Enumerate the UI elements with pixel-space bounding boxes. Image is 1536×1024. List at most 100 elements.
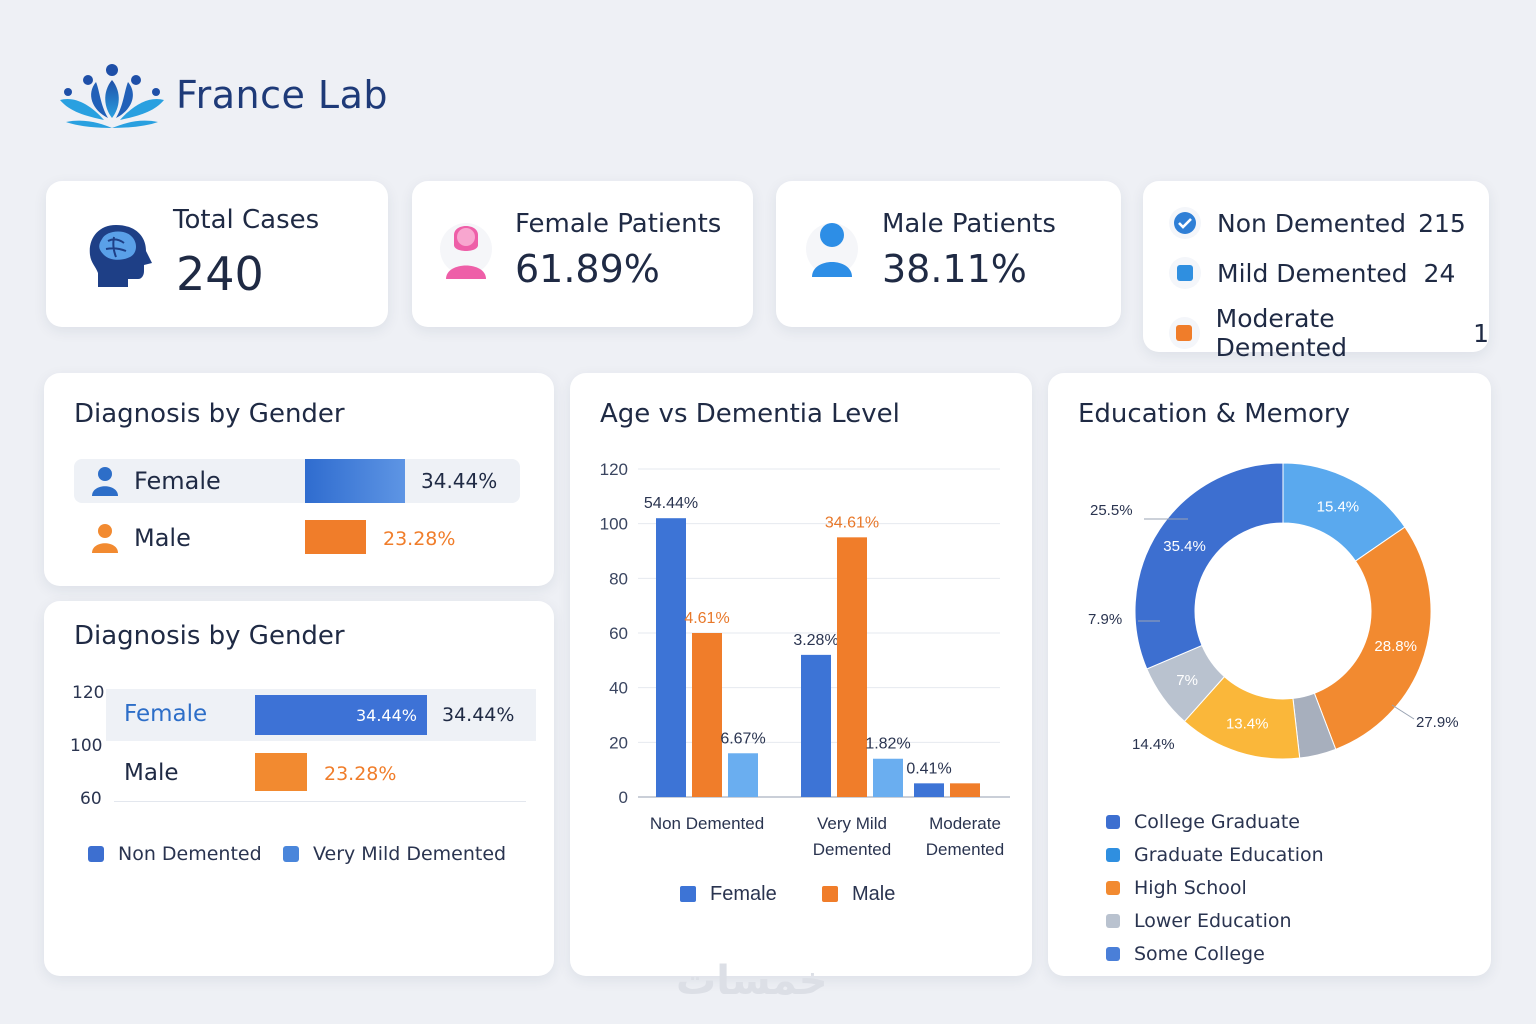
brain-head-icon bbox=[89, 225, 152, 287]
education-donut-chart: 15.4% 28.8% 13.4% 7% 35.4% 25.5% 7.9% 14.4% 27.9… bbox=[1088, 462, 1459, 760]
education-memory-panel: Education & Memory 15.4% 28.8% 13.4% 7% 35.4… bbox=[1048, 373, 1491, 976]
bar-series2-0 bbox=[728, 753, 758, 797]
donut-outer-label: 25.5% bbox=[1090, 502, 1133, 519]
female-bar-value: 34.44% bbox=[421, 469, 498, 493]
total-cases-value: 240 bbox=[176, 247, 264, 301]
male-patients-value: 38.11% bbox=[882, 247, 1027, 291]
legend-graduate-education: Graduate Education bbox=[1106, 844, 1324, 866]
status-moderate-demented: Moderate Demented 1 bbox=[1169, 304, 1489, 362]
leader-line bbox=[1391, 704, 1415, 720]
status-label: Moderate Demented bbox=[1215, 304, 1347, 362]
person-icon bbox=[92, 524, 118, 553]
male-bar bbox=[305, 520, 366, 554]
bar-female-1 bbox=[801, 654, 831, 797]
row-label: Female bbox=[134, 467, 221, 495]
legend-college-graduate: College Graduate bbox=[1106, 811, 1324, 833]
female-person-icon bbox=[440, 223, 492, 279]
male-patients-card: Male Patients 38.11% bbox=[776, 181, 1121, 327]
status-count: 215 bbox=[1418, 208, 1466, 238]
total-cases-label: Total Cases bbox=[173, 205, 320, 235]
total-cases-card: Total Cases 240 bbox=[46, 181, 388, 327]
bar-male-2 bbox=[950, 783, 980, 797]
donut-slice-5 bbox=[1134, 462, 1284, 670]
axis-tick: 100 bbox=[70, 736, 103, 756]
legend-swatch bbox=[1106, 914, 1120, 928]
female-bar bbox=[305, 459, 405, 503]
status-label: Mild Demented bbox=[1217, 258, 1408, 288]
watermark: خمسات bbox=[676, 958, 828, 1004]
diagnosis-status-card: Non Demented 215 Mild Demented 24 Modera… bbox=[1143, 181, 1489, 362]
y-tick-label: 60 bbox=[609, 624, 628, 643]
female-bar: 34.44% bbox=[255, 695, 427, 735]
legend-swatch bbox=[283, 846, 299, 862]
axis-tick: 60 bbox=[80, 789, 102, 809]
chart-title: Education & Memory bbox=[1078, 399, 1350, 429]
legend-swatch bbox=[88, 846, 104, 862]
bar-series2-1 bbox=[873, 758, 903, 797]
diagnosis-by-gender-panel: Diagnosis by Gender Female 34.44% Male 2… bbox=[44, 373, 554, 586]
bar-male-0 bbox=[692, 633, 722, 797]
female-patients-value: 61.89% bbox=[515, 247, 660, 291]
donut-slice-label: 28.8% bbox=[1374, 638, 1417, 655]
bar-data-label: 0.41% bbox=[906, 760, 951, 777]
square-icon bbox=[1176, 325, 1193, 341]
y-tick-label: 40 bbox=[609, 679, 628, 698]
status-label: Non Demented bbox=[1217, 208, 1407, 238]
y-tick-label: 20 bbox=[609, 733, 628, 752]
bar-data-label: 54.44% bbox=[644, 495, 698, 512]
bar-male-1 bbox=[837, 537, 867, 797]
female-bar-row: Female bbox=[90, 463, 221, 499]
x-tick-label: Demented bbox=[926, 840, 1004, 859]
status-mild-demented: Mild Demented 24 bbox=[1169, 257, 1455, 289]
male-bar-value: 23.28% bbox=[324, 763, 397, 785]
legend-swatch bbox=[822, 886, 838, 902]
donut-outer-label: 27.9% bbox=[1416, 714, 1459, 731]
legend-label: Very Mild Demented bbox=[313, 843, 507, 865]
education-legend: College Graduate Graduate Education High… bbox=[1106, 811, 1324, 965]
x-tick-label: Non Demented bbox=[650, 814, 764, 833]
bar-female-0 bbox=[656, 518, 686, 797]
legend-swatch bbox=[1106, 947, 1120, 961]
status-non-demented: Non Demented 215 bbox=[1169, 207, 1466, 239]
legend-swatch bbox=[1106, 815, 1120, 829]
axis-tick: 120 bbox=[72, 683, 105, 703]
legend-label: Lower Education bbox=[1134, 910, 1292, 932]
donut-outer-label: 14.4% bbox=[1132, 736, 1175, 753]
legend-high-school: High School bbox=[1106, 877, 1324, 899]
bar-female-2 bbox=[914, 783, 944, 797]
donut-outer-label: 7.9% bbox=[1088, 611, 1122, 628]
legend-label: College Graduate bbox=[1134, 811, 1300, 833]
status-dot bbox=[1169, 317, 1200, 349]
legend-label: Some College bbox=[1134, 943, 1265, 965]
female-patients-label: Female Patients bbox=[515, 209, 722, 239]
status-dot bbox=[1169, 207, 1201, 239]
status-count: 1 bbox=[1473, 318, 1489, 348]
legend-lower-education: Lower Education bbox=[1106, 910, 1324, 932]
diagnosis-by-gender-panel-2: Diagnosis by Gender 120 100 60 Female 34… bbox=[44, 601, 554, 976]
male-bar bbox=[255, 753, 307, 791]
legend-some-college: Some College bbox=[1106, 943, 1324, 965]
brand-logo: France Lab bbox=[56, 60, 388, 130]
bar-data-label: 6.67% bbox=[720, 730, 765, 747]
female-bar-value: 34.44% bbox=[442, 704, 515, 726]
x-tick-label: Very Mild bbox=[817, 814, 887, 833]
status-dot bbox=[1169, 257, 1201, 289]
legend-label: High School bbox=[1134, 877, 1247, 899]
male-bar-value: 23.28% bbox=[383, 528, 456, 550]
y-tick-label: 120 bbox=[600, 460, 628, 479]
chart-title: Age vs Dementia Level bbox=[600, 399, 900, 429]
legend-label: Graduate Education bbox=[1134, 844, 1324, 866]
bar-data-label: 1.82% bbox=[865, 736, 910, 753]
legend-very-mild-demented: Very Mild Demented bbox=[283, 843, 506, 865]
x-tick-label: Moderate bbox=[929, 814, 1001, 833]
legend-swatch bbox=[680, 886, 696, 902]
y-tick-label: 80 bbox=[609, 569, 628, 588]
legend-label: Female bbox=[710, 883, 777, 905]
y-tick-label: 0 bbox=[619, 788, 628, 807]
y-tick-label: 100 bbox=[600, 515, 628, 534]
x-tick-label: Demented bbox=[813, 840, 891, 859]
male-bar-row: Male bbox=[90, 520, 191, 556]
donut-slice-label: 13.4% bbox=[1226, 715, 1269, 732]
person-icon bbox=[92, 467, 118, 496]
donut-slice-1 bbox=[1313, 526, 1432, 750]
